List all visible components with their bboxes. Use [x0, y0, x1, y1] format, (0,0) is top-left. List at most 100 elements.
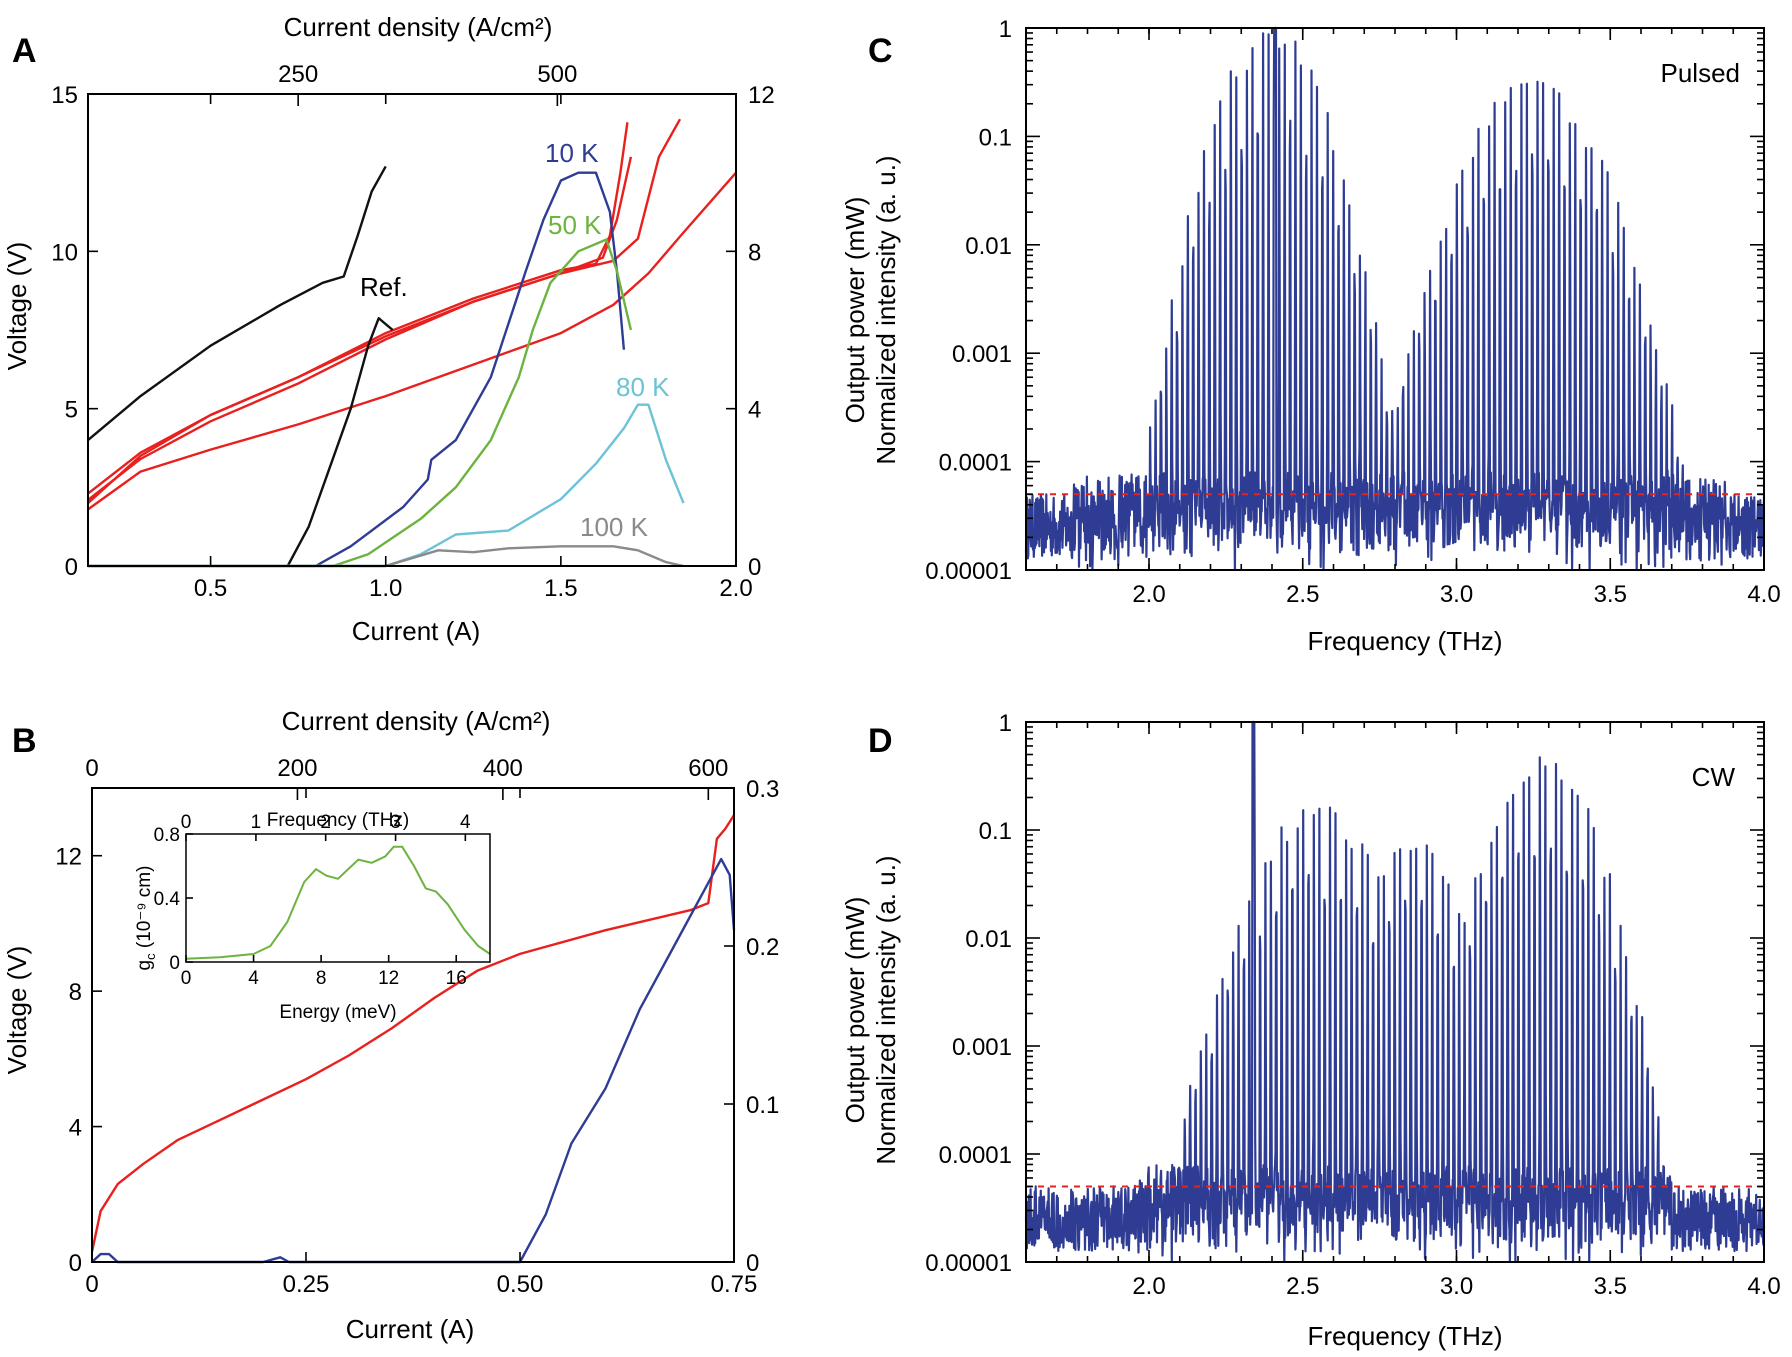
series-li-ref-: [286, 317, 394, 567]
panel-b: B Current density (A/cm²) Current (A) Vo…: [2, 706, 779, 1344]
top-tick-label: 0: [85, 755, 98, 782]
series-li-10-k: [88, 171, 626, 568]
y-tick-label: 8: [69, 979, 82, 1006]
y-tick-label: 0.00001: [925, 1250, 1012, 1277]
plot-frame: [87, 93, 737, 567]
x-tick-label: 3.5: [1594, 1273, 1627, 1300]
top-tick-label: 250: [278, 61, 318, 88]
panel-c-mode-label: Pulsed: [1661, 58, 1741, 88]
y-tick-label: 0.1: [979, 124, 1012, 151]
inset-y-axis-label: gc (10⁻⁹ cm): [134, 866, 158, 971]
panel-d-x-axis-label: Frequency (THz): [1307, 1321, 1502, 1351]
panel-b-x-axis-label: Current (A): [346, 1314, 475, 1344]
plot-frame: [91, 787, 735, 1263]
x-tick-label: 0.75: [711, 1271, 758, 1298]
panel-b-inset: Frequency (THz) Energy (meV) gc (10⁻⁹ cm…: [134, 810, 491, 1023]
panel-d-letter: D: [868, 722, 893, 760]
inset-x-tick-label: 8: [316, 968, 327, 989]
x-tick-label: 4.0: [1747, 1273, 1780, 1300]
panel-d-y-axis-label-1: Output power (mW): [840, 897, 870, 1124]
y-tick-label: 0.1: [979, 818, 1012, 845]
panel-d-mode-label: CW: [1692, 762, 1736, 792]
panel-b-y-axis-label: Voltage (V): [2, 946, 32, 1075]
spectrum-trace: [1024, 26, 1766, 572]
series-li-100-k: [88, 545, 684, 568]
panel-a-letter: A: [12, 32, 37, 70]
label-10k: 10 K: [545, 138, 599, 168]
y2-tick-label: 0: [748, 554, 761, 581]
top-tick-label: 500: [537, 61, 577, 88]
y2-tick-label: 8: [748, 239, 761, 266]
series-iv-80-k: [87, 118, 682, 504]
y-tick-label: 0.01: [965, 926, 1012, 953]
y-tick-label: 10: [51, 239, 78, 266]
panel-d: D Frequency (THz) Output power (mW) Norm…: [840, 710, 1781, 1351]
y2-tick-label: 0.1: [746, 1092, 779, 1119]
x-tick-label: 2.5: [1286, 1273, 1319, 1300]
inset-y-axis-unit: (10⁻⁹ cm): [134, 866, 155, 954]
x-tick-label: 0.25: [283, 1271, 330, 1298]
inset-x-axis-label: Energy (meV): [279, 1002, 396, 1023]
inset-y-tick-label: 0.8: [154, 825, 180, 846]
y-tick-label: 0.001: [952, 341, 1012, 368]
x-tick-label: 1.0: [369, 575, 402, 602]
y-tick-label: 1: [999, 16, 1012, 43]
y2-tick-label: 12: [748, 82, 775, 109]
panel-c-x-axis-label: Frequency (THz): [1307, 626, 1502, 656]
series-iv-ref-: [87, 165, 387, 442]
panel-b-letter: B: [12, 722, 37, 760]
top-tick-label: 600: [688, 755, 728, 782]
inset-frame: [185, 833, 491, 963]
inset-y-tick-label: 0.4: [154, 889, 181, 910]
y2-tick-label: 0.2: [746, 934, 779, 961]
y2-tick-label: 4: [748, 397, 761, 424]
y-tick-label: 0.0001: [939, 1142, 1012, 1169]
inset-y-axis-symbol: g: [134, 960, 155, 971]
panel-c-plot: 2.0 2.5 3.0 3.5 4.0 0.00001 0.0001 0.001 0.01 0.1…: [925, 16, 1780, 608]
panel-c-y-axis-label-1: Output power (mW): [840, 197, 870, 424]
inset-x-tick-label: 12: [378, 968, 399, 989]
x-tick-label: 2.0: [1132, 581, 1165, 608]
x-tick-label: 2.5: [1286, 581, 1319, 608]
inset-top-tick-label: 4: [460, 812, 471, 833]
panel-a: A Current density (A/cm²) Current (A) Vo…: [2, 12, 775, 646]
series-li-50-k: [88, 238, 633, 568]
y-tick-label: 12: [55, 844, 82, 871]
series-iv-10-k: [87, 122, 629, 495]
inset-x-tick-label: 0: [181, 968, 192, 989]
panel-d-y-axis-label-2: Normalized intensity (a. u.): [871, 855, 901, 1164]
panel-a-top-axis-label: Current density (A/cm²): [284, 12, 553, 42]
series-iv-100-k: [87, 171, 737, 511]
y-tick-label: 0.00001: [925, 558, 1012, 585]
inset-top-tick-label: 0: [181, 812, 192, 833]
label-ref: Ref.: [360, 272, 408, 302]
label-100k: 100 K: [580, 512, 649, 542]
x-tick-label: 1.5: [544, 575, 577, 602]
y-tick-label: 0: [69, 1250, 82, 1277]
x-tick-label: 0.50: [497, 1271, 544, 1298]
panel-c: C Frequency (THz) Output power (mW) Norm…: [840, 16, 1781, 656]
y2-tick-label: 0.3: [746, 776, 779, 803]
x-tick-label: 0.5: [194, 575, 227, 602]
y-tick-label: 0.0001: [939, 450, 1012, 477]
y-tick-label: 4: [69, 1115, 82, 1142]
x-tick-label: 2.0: [1132, 1273, 1165, 1300]
label-80k: 80 K: [616, 372, 670, 402]
y-tick-label: 0.001: [952, 1034, 1012, 1061]
y-tick-label: 0.01: [965, 233, 1012, 260]
x-tick-label: 2.0: [719, 575, 752, 602]
series-iv: [90, 814, 736, 1253]
x-tick-label: 3.0: [1440, 581, 1473, 608]
y-tick-label: 5: [65, 397, 78, 424]
series-li: [91, 857, 736, 1264]
top-tick-label: 200: [277, 755, 317, 782]
inset-top-tick-label: 3: [390, 812, 401, 833]
inset-y-axis-subscript: c: [143, 953, 158, 960]
x-tick-label: 4.0: [1747, 581, 1780, 608]
x-tick-label: 3.0: [1440, 1273, 1473, 1300]
y-tick-label: 15: [51, 82, 78, 109]
inset-x-tick-label: 4: [248, 968, 259, 989]
